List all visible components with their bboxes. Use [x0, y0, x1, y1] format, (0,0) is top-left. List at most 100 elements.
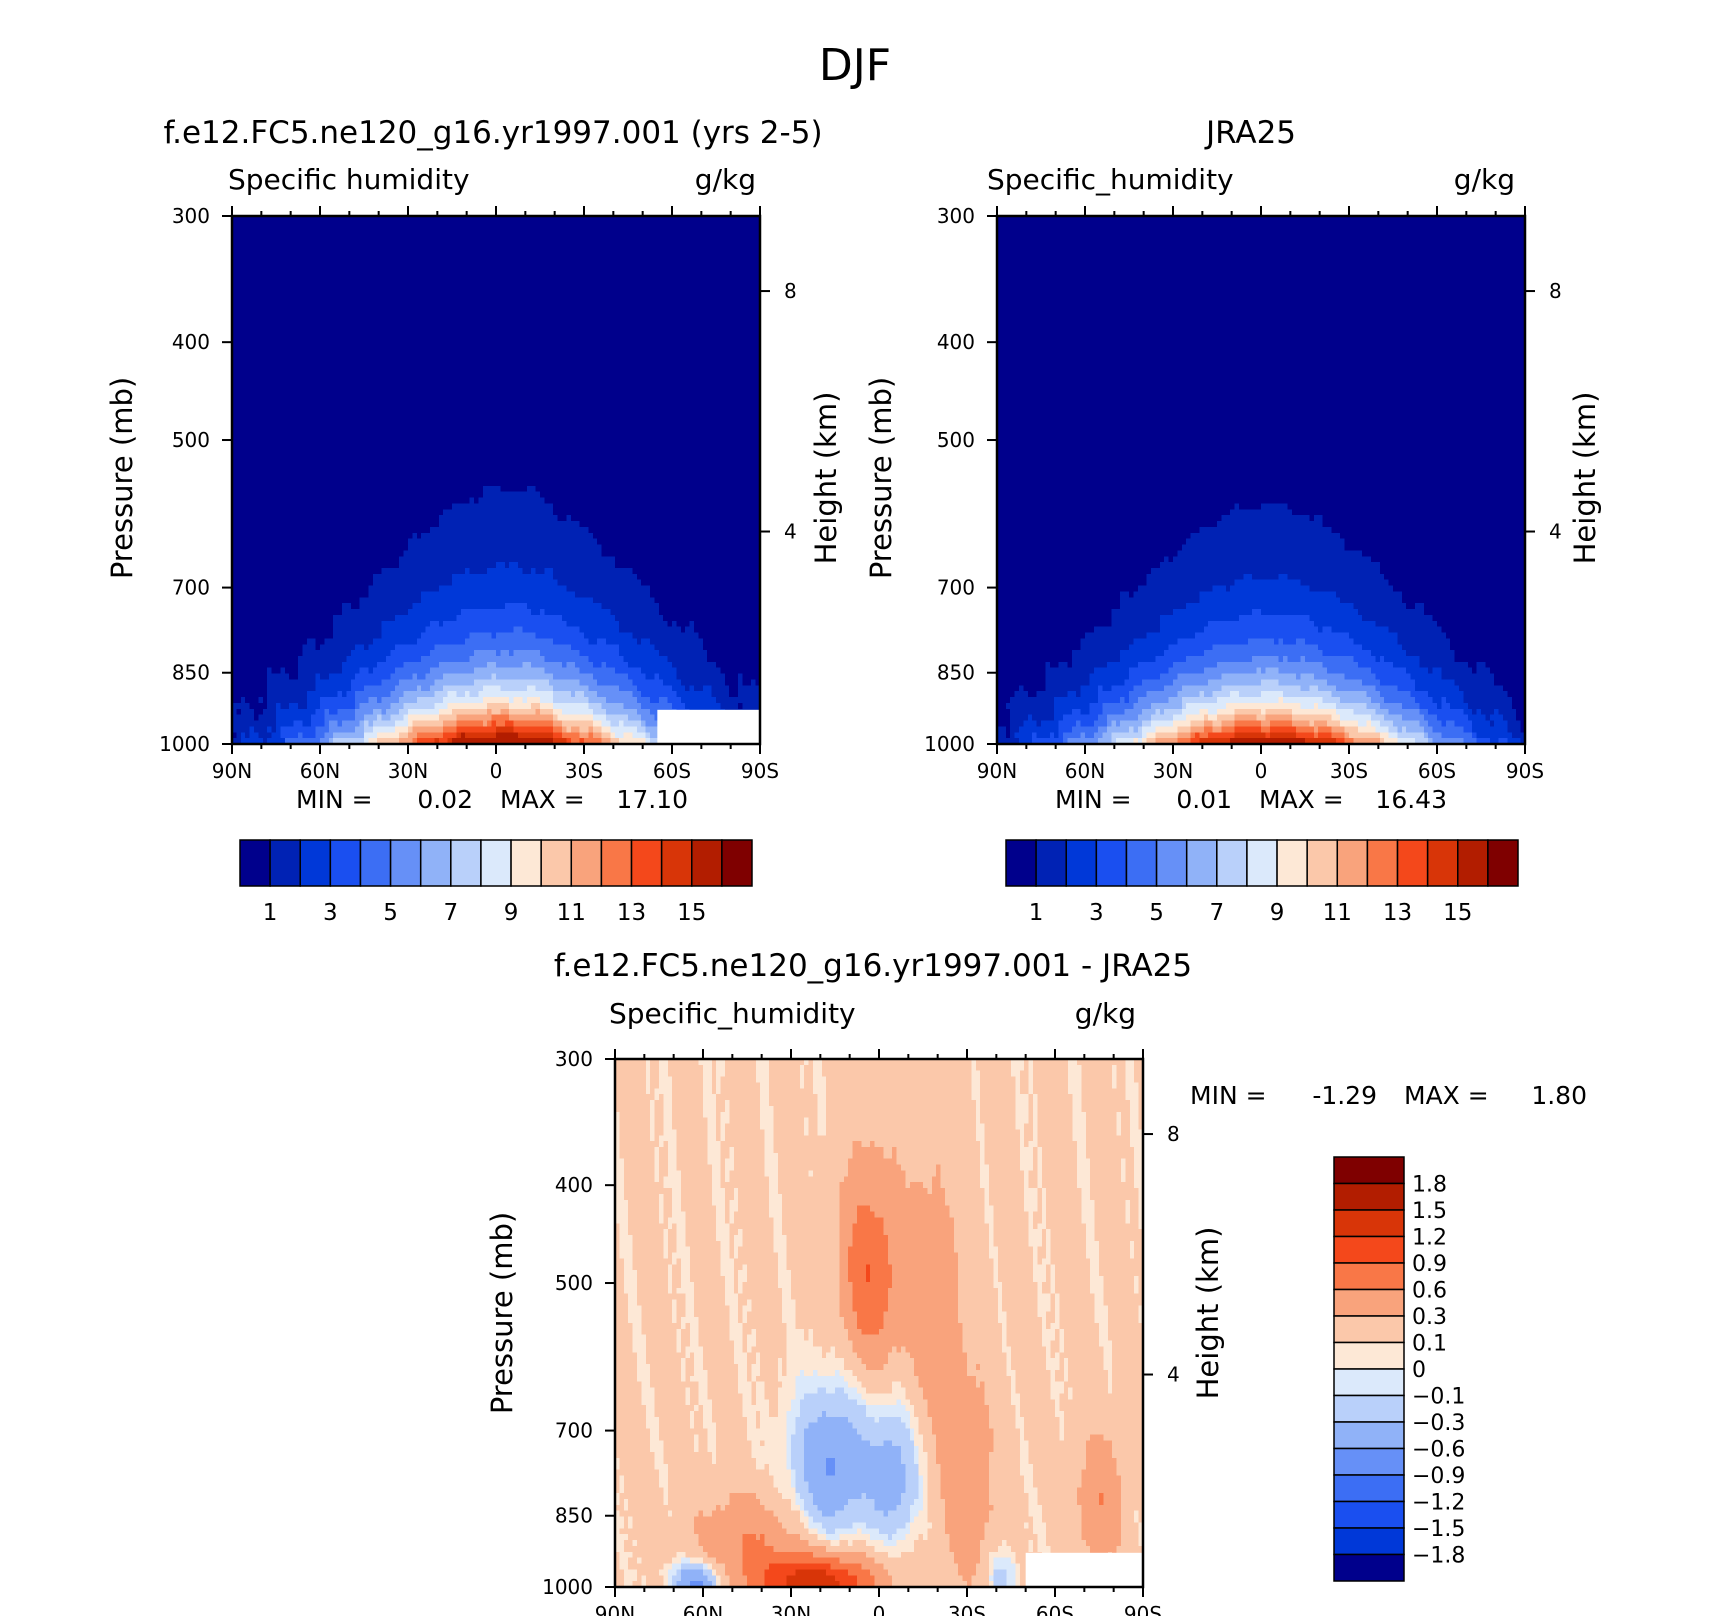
field-cell — [1050, 1293, 1056, 1301]
field-cell — [412, 738, 418, 745]
field-cell — [1014, 732, 1033, 739]
field-cell — [623, 1522, 629, 1529]
field-cell — [769, 1211, 783, 1218]
field-cell — [786, 1581, 840, 1588]
field-cell — [615, 1528, 620, 1535]
field-cell — [615, 1328, 634, 1336]
field-cell — [628, 1317, 642, 1324]
field-cell — [1085, 1135, 1131, 1142]
field-cell — [1094, 1229, 1144, 1236]
field-cell — [342, 603, 352, 610]
field-cell — [795, 1323, 845, 1330]
field-cell — [694, 1405, 700, 1412]
field-cell — [619, 1557, 629, 1565]
field-cell — [1033, 1246, 1038, 1254]
field-cell — [1089, 708, 1104, 716]
field-cell — [711, 1088, 717, 1095]
colorbar-label: 0.6 — [1412, 1279, 1447, 1304]
field-cell — [1103, 1276, 1135, 1283]
field-cell — [1103, 1281, 1135, 1289]
field-cell — [1019, 1434, 1025, 1441]
field-cell — [1063, 1328, 1100, 1336]
field-cell — [368, 591, 422, 598]
field-cell — [896, 1528, 911, 1535]
field-cell — [623, 1487, 664, 1494]
field-cell — [799, 1399, 858, 1406]
field-cell — [839, 1287, 854, 1295]
field-cell — [394, 614, 457, 622]
field-cell — [1041, 1328, 1056, 1336]
field-cell — [1006, 1352, 1012, 1359]
field-cell — [628, 661, 673, 669]
field-cell — [1085, 1123, 1118, 1130]
field-cell — [399, 556, 616, 563]
x-tick-label: 30S — [948, 1602, 986, 1616]
field-cell — [698, 1540, 744, 1547]
field-cell — [861, 1563, 884, 1570]
field-cell — [641, 1305, 673, 1312]
field-cell — [975, 1111, 981, 1119]
field-cell — [997, 1545, 1012, 1553]
field-cell — [456, 732, 462, 739]
field-cell — [971, 1064, 977, 1072]
field-cell — [997, 644, 1082, 651]
field-cell — [615, 1475, 620, 1482]
field-cell — [1002, 1328, 1008, 1336]
field-cell — [843, 1317, 858, 1324]
field-cell — [632, 691, 642, 698]
field-cell — [997, 409, 1526, 417]
field-cell — [997, 403, 1526, 411]
field-cell — [1138, 1088, 1144, 1095]
colorbar-swatch — [299, 839, 332, 887]
field-cell — [1103, 1499, 1122, 1506]
field-cell — [975, 1129, 986, 1136]
field-cell — [465, 638, 554, 645]
field-cell — [1371, 556, 1526, 563]
field-cell — [1006, 1334, 1043, 1342]
field-cell — [1138, 1105, 1144, 1113]
field-cell — [601, 732, 611, 739]
field-cell — [958, 1305, 999, 1312]
field-cell — [1212, 644, 1319, 651]
field-cell — [821, 1064, 972, 1072]
field-cell — [1265, 667, 1280, 675]
field-cell — [535, 485, 761, 493]
field-cell — [830, 1346, 836, 1353]
field-cell — [1432, 667, 1442, 675]
field-cell — [509, 650, 515, 657]
field-cell — [399, 679, 435, 686]
field-cell — [738, 1311, 744, 1318]
field-cell — [1494, 708, 1500, 716]
field-cell — [1037, 1170, 1043, 1177]
panel-difference: f.e12.FC5.ne120_g16.yr1997.001 - JRA25 S… — [485, 948, 1587, 1616]
field-cell — [390, 650, 431, 657]
field-cell — [1019, 1076, 1030, 1084]
field-cell — [729, 1111, 761, 1119]
field-cell — [659, 1569, 669, 1576]
field-cell — [782, 1205, 840, 1213]
field-cell — [953, 1235, 990, 1242]
field-cell — [905, 1463, 920, 1471]
field-cell — [795, 1469, 805, 1477]
field-cell — [1103, 1293, 1144, 1301]
field-cell — [795, 1305, 840, 1312]
field-cell — [870, 1276, 893, 1283]
field-cell — [883, 1540, 898, 1547]
field-cell — [615, 1422, 647, 1430]
field-cell — [1186, 702, 1227, 710]
field-cell — [1344, 726, 1359, 733]
field-cell — [870, 1264, 893, 1271]
field-cell — [931, 1182, 942, 1189]
field-cell — [1397, 632, 1447, 639]
field-cell — [685, 1223, 717, 1230]
field-cell — [280, 702, 290, 710]
field-cell — [672, 1281, 682, 1289]
field-cell — [232, 497, 471, 505]
field-cell — [984, 1141, 1021, 1148]
field-cell — [887, 1299, 959, 1306]
field-cell — [1015, 1569, 1021, 1576]
field-cell — [694, 1522, 783, 1529]
field-cell — [1121, 1117, 1131, 1125]
field-cell — [1099, 1252, 1131, 1260]
field-cell — [1037, 1499, 1078, 1506]
